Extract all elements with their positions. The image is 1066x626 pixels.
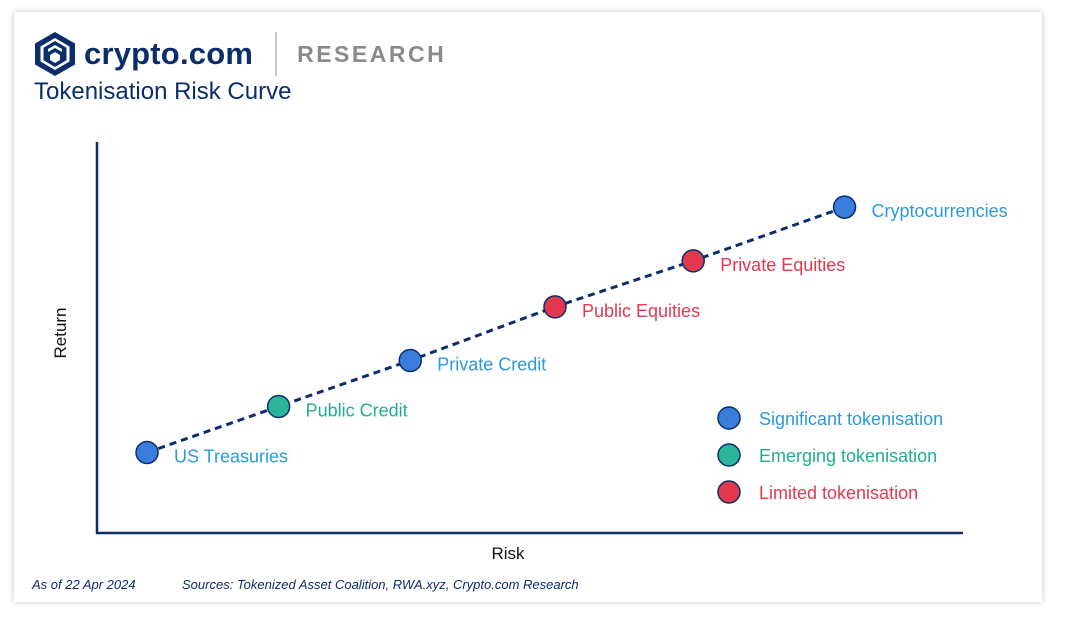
data-label-us-treasuries: US Treasuries xyxy=(174,447,288,467)
data-point-us-treasuries xyxy=(135,440,159,465)
legend-label-significant: Significant tokenisation xyxy=(759,409,943,429)
data-point-public-equities xyxy=(543,295,567,319)
x-axis-label: Risk xyxy=(491,544,525,563)
chart-card xyxy=(14,12,1042,602)
y-axis-label: Return xyxy=(51,307,70,358)
data-label-private-credit: Private Credit xyxy=(437,355,546,375)
brand-header: crypto.com RESEARCH xyxy=(34,30,446,78)
trend-line xyxy=(146,205,846,454)
data-point-private-credit xyxy=(398,348,422,373)
legend-marker-emerging xyxy=(717,443,741,467)
data-point-cryptocurrencies xyxy=(832,195,857,219)
data-point-public-credit xyxy=(266,394,291,419)
brand-section-label: RESEARCH xyxy=(297,40,447,67)
footer-sources: Sources: Tokenized Asset Coalition, RWA.… xyxy=(182,577,579,592)
crypto-com-logo-icon xyxy=(35,32,75,76)
brand-divider xyxy=(275,32,278,76)
brand-name: crypto.com xyxy=(84,36,254,71)
legend-label-limited: Limited tokenisation xyxy=(759,483,918,503)
data-label-public-credit: Public Credit xyxy=(306,401,408,421)
legend-marker-limited xyxy=(717,480,741,504)
data-label-cryptocurrencies: Cryptocurrencies xyxy=(872,201,1008,221)
legend-label-emerging: Emerging tokenisation xyxy=(759,446,937,466)
data-label-public-equities: Public Equities xyxy=(582,301,700,321)
footer-date: As of 22 Apr 2024 xyxy=(32,577,136,592)
page-title: Tokenisation Risk Curve xyxy=(34,78,292,105)
legend: Significant tokenisation Emerging tokenis… xyxy=(717,406,943,504)
legend-marker-significant xyxy=(717,406,741,430)
data-point-private-equities xyxy=(681,249,705,273)
data-points: US Treasuries Public Credit Private Credit… xyxy=(135,195,1008,467)
data-label-private-equities: Private Equities xyxy=(720,255,845,275)
